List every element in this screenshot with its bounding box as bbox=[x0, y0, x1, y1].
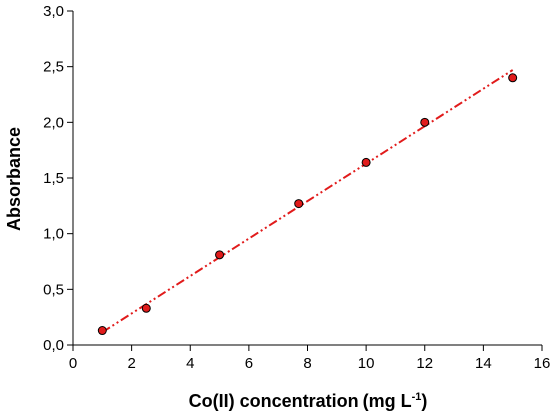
x-tick-label: 6 bbox=[245, 355, 253, 372]
data-point bbox=[97, 326, 107, 336]
y-tick-label: 1,5 bbox=[43, 170, 64, 187]
x-axis-title: Co(II) concentration (mg L-1) bbox=[189, 391, 428, 411]
x-tick-label: 8 bbox=[303, 355, 311, 372]
data-point bbox=[215, 250, 225, 260]
y-tick-label: 1,0 bbox=[43, 226, 64, 243]
x-tick-label: 10 bbox=[358, 355, 375, 372]
data-point bbox=[420, 117, 430, 127]
fit-line-layer bbox=[101, 69, 514, 334]
y-tick-label: 2,5 bbox=[43, 59, 64, 76]
y-tick-label: 3,0 bbox=[43, 3, 64, 20]
x-tick-label: 16 bbox=[534, 355, 550, 372]
data-point bbox=[508, 73, 518, 83]
data-point bbox=[361, 157, 371, 167]
plot-frame bbox=[72, 11, 542, 346]
data-points bbox=[97, 73, 518, 336]
x-tick-label: 4 bbox=[186, 355, 194, 372]
x-tick-label: 12 bbox=[416, 355, 433, 372]
x-tick-label: 14 bbox=[475, 355, 492, 372]
y-tick-label: 2,0 bbox=[43, 114, 64, 131]
y-axis-ticks: 0,0 0,5 1,0 1,5 2,0 2,5 3,0 bbox=[43, 3, 73, 354]
fit-line bbox=[101, 69, 514, 334]
y-axis-title: Absorbance bbox=[4, 127, 24, 231]
data-point bbox=[294, 199, 304, 209]
data-point bbox=[141, 303, 151, 313]
y-tick-label: 0,0 bbox=[43, 337, 64, 354]
x-axis-ticks: 0 2 4 6 8 10 12 14 16 bbox=[69, 345, 550, 372]
x-tick-label: 2 bbox=[127, 355, 135, 372]
y-tick-label: 0,5 bbox=[43, 281, 64, 298]
x-tick-label: 0 bbox=[69, 355, 77, 372]
